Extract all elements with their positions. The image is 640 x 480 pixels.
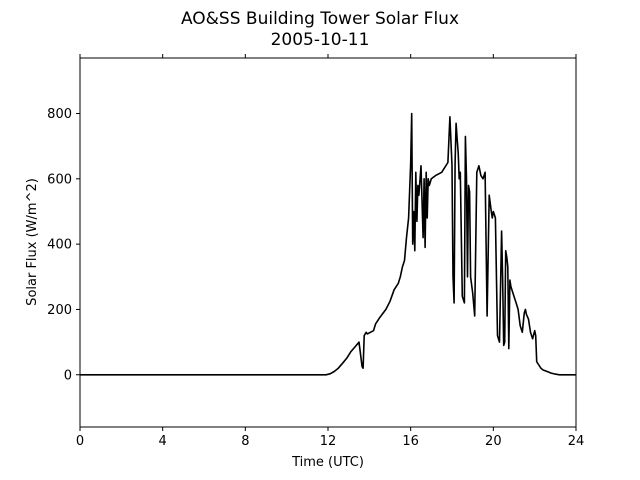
x-tick-label: 0: [76, 434, 84, 449]
solar-flux-line: [80, 112, 576, 376]
x-axis-label: Time (UTC): [291, 455, 364, 470]
x-axis-ticks: 0 4 8 12 16 20 24: [76, 54, 584, 449]
y-tick-label: 600: [47, 172, 72, 187]
y-tick-label: 800: [47, 107, 72, 122]
x-tick-label: 16: [402, 434, 419, 449]
y-tick-label: 400: [47, 238, 72, 253]
x-tick-label: 4: [159, 434, 167, 449]
y-tick-label: 200: [47, 303, 72, 318]
series-layer: [80, 112, 576, 376]
x-tick-label: 24: [568, 434, 585, 449]
chart-subtitle: 2005-10-11: [271, 30, 370, 50]
y-axis-ticks: 0 200 400 600 800: [47, 107, 80, 383]
x-tick-label: 20: [485, 434, 502, 449]
chart-title: AO&SS Building Tower Solar Flux: [181, 9, 459, 29]
x-tick-label: 8: [241, 434, 249, 449]
y-tick-label: 0: [64, 368, 72, 383]
x-tick-label: 12: [320, 434, 337, 449]
y-axis-label: Solar Flux (W/m^2): [25, 178, 40, 306]
